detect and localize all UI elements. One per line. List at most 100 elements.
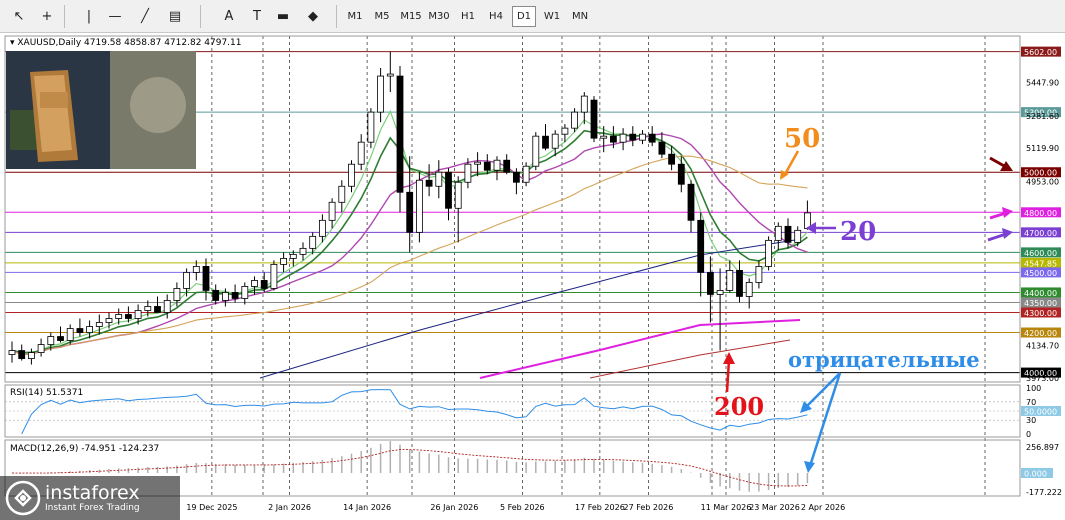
candle-body [299,247,307,255]
candle [600,126,608,153]
candle [454,176,462,243]
candle [144,300,152,317]
candle [483,154,491,175]
annotation-negative-label: отрицательные [788,347,980,372]
x-tick-label: 2 Apr 2026 [801,503,845,512]
candle [86,320,93,339]
level-5000-arrowhead [1000,161,1013,171]
candle-body [280,257,288,265]
candle [241,282,249,305]
candle-body [716,290,724,295]
candle [192,260,200,281]
candle-body [774,225,782,241]
candle [66,324,74,345]
chart-area[interactable]: 5602.00 5300.00 5000.00 4800.00 4700.00 4600.… [0,33,1065,520]
candle-body [677,163,685,185]
candle [707,256,714,323]
timeframe-m5[interactable]: M5 [374,11,390,22]
horizontal-line-tool[interactable]: — [108,9,122,24]
candle [610,126,617,149]
candle-body [163,300,171,313]
candle [260,272,268,293]
y-tick-label: 3973.00 [1026,374,1059,383]
candle [406,156,414,253]
shapes-tool[interactable]: ◆ [308,9,318,24]
crosshair-tool[interactable]: + [41,9,53,24]
candle [289,250,297,267]
candle-body [251,280,258,287]
candle-body [221,292,229,301]
candle-body [668,153,675,165]
candle-body [386,73,394,77]
label-tool[interactable]: T [253,9,261,24]
candle-body [125,314,132,319]
candle-body [202,266,210,291]
timeframe-mn[interactable]: MN [571,11,589,22]
price-level-label: 4600.00 [1024,249,1057,258]
candle-body [18,350,26,359]
rsi-line [21,389,808,435]
candle-body [726,270,734,291]
price-level-label: 4400.00 [1024,289,1057,298]
candle-body [522,165,530,183]
candle [115,308,123,325]
price-level-box [1021,367,1061,378]
timeframe-h1[interactable]: H1 [461,11,475,22]
candle-body [648,133,656,143]
x-tick-label: 27 Feb 2026 [624,503,674,512]
candle-body [357,141,365,165]
annotation-200-arrowhead [723,352,735,364]
candle [163,294,171,319]
candle-body [600,135,608,139]
candle-body [192,266,200,273]
toolbar-separator [200,5,201,28]
channel-tool[interactable]: ▤ [168,9,182,24]
cursor-tool[interactable]: ↖ [13,9,25,24]
price-level-box [1021,307,1061,318]
timeframe-w1[interactable]: W1 [543,11,561,22]
candle-body [619,133,627,143]
candle-body [561,127,569,135]
candle [435,160,443,199]
candle-body [134,310,142,319]
candle-body [367,111,375,143]
candle [396,66,404,213]
candle-body [183,272,191,289]
trendline-tool[interactable]: ╱ [141,9,149,24]
candle-body [270,263,278,289]
candle [377,68,385,123]
candle [619,128,627,151]
timeframe-m30[interactable]: M30 [428,11,450,22]
candle [542,124,549,151]
candle [183,268,191,297]
candle-body [445,171,452,209]
candle [202,258,210,301]
y-tick-label: 4134.70 [1026,342,1059,351]
timeframe-d1[interactable]: D1 [512,6,536,27]
timeframe-m15[interactable]: M15 [400,11,422,22]
ma-150-line [479,319,801,379]
vertical-line-tool[interactable]: | [86,9,92,24]
macd-tick-label: 256.897 [1026,443,1059,452]
annotation-200-arrow [725,359,731,393]
logo-name: instaforex [45,481,140,504]
gold-bar-thumbnail [6,51,196,169]
price-level-box [1021,227,1061,238]
timeframe-h4[interactable]: H4 [489,11,503,22]
timeframe-m1[interactable]: M1 [347,11,363,22]
candle [571,108,578,133]
candle-body [513,171,520,183]
ma-200-line [589,339,791,379]
text-tool[interactable]: A [224,9,234,24]
candle [270,260,278,291]
x-tick-label: 19 Dec 2025 [186,503,237,512]
rectangle-tool[interactable]: ▬ [276,9,290,24]
annotation-negative-arrowhead [800,401,812,413]
price-level-label: 5602.00 [1024,48,1057,57]
candle [280,252,288,273]
price-level-box [1021,287,1061,298]
logo-tagline: Instant Forex Trading [45,502,140,513]
candle-body [590,99,598,139]
candle-body [231,292,239,299]
candle [231,284,239,303]
